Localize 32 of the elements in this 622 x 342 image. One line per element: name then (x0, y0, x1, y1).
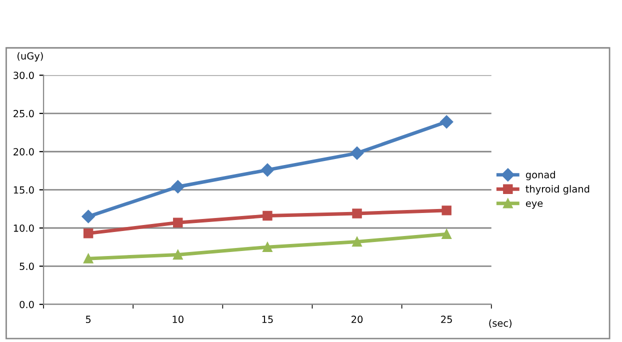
y-tick-label: 0.0 (20, 300, 34, 308)
point (83, 254, 94, 264)
point (171, 180, 184, 194)
point (262, 210, 272, 221)
point (173, 250, 183, 260)
point (352, 208, 362, 218)
point (173, 218, 183, 228)
y-tick-label: 15.0 (14, 186, 34, 194)
x-tick-label: 15 (262, 316, 273, 324)
x-tick-label: 10 (172, 316, 184, 324)
x-tick-label: 20 (352, 316, 363, 324)
y-tick-label: 20.0 (14, 148, 34, 156)
x-axis-title: (sec) (489, 319, 512, 328)
point (350, 146, 364, 160)
legend-label: eye (526, 201, 543, 209)
legend-label: gonad (526, 170, 555, 180)
point (442, 229, 452, 239)
y-tick-label: 25.0 (14, 110, 34, 118)
legend-label: thyroid gland (526, 185, 590, 195)
point (260, 163, 274, 177)
point (83, 228, 94, 238)
y-tick-label: 5.0 (20, 262, 34, 270)
y-axis-title: (uGy) (18, 52, 43, 62)
y-tick-label: 30.0 (14, 72, 34, 80)
point (82, 210, 95, 224)
point (442, 206, 452, 216)
x-tick-label: 25 (441, 316, 452, 324)
x-tick-label: 5 (86, 316, 91, 324)
point (262, 242, 272, 252)
point (440, 115, 454, 128)
point (352, 236, 362, 247)
y-tick-label: 10.0 (14, 224, 34, 232)
